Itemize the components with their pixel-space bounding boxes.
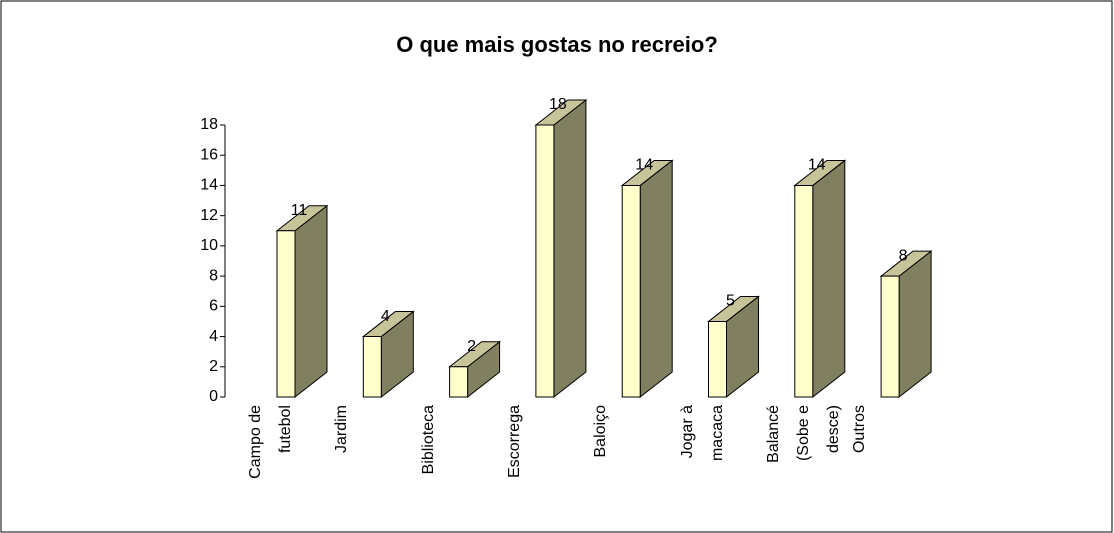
bar-side (553, 98, 587, 399)
bar-front (880, 275, 900, 398)
y-tick-label: 18 (200, 116, 218, 133)
data-label: 8 (899, 247, 908, 264)
x-tick-label: Campo de futebol (247, 405, 294, 479)
bar (620, 159, 674, 399)
bar-front (276, 230, 296, 398)
bar-front (708, 320, 727, 398)
x-tick-label: Outros (851, 405, 869, 454)
y-tick-label: 16 (200, 146, 218, 163)
data-label: 4 (381, 308, 390, 325)
bar (879, 250, 933, 399)
bar (707, 295, 760, 399)
x-tick-label: Balancé (Sobe e desce) (764, 405, 842, 463)
data-label: 11 (291, 202, 308, 219)
bar-side (639, 159, 673, 399)
bar-front (362, 336, 382, 398)
bar-front (535, 124, 555, 398)
x-tick-label: Jogar à macaca (678, 405, 726, 462)
data-label: 14 (808, 157, 826, 174)
bar-front (449, 366, 469, 398)
bar (361, 310, 415, 399)
bar-front (621, 184, 641, 398)
data-label: 18 (549, 96, 567, 113)
bar (448, 340, 502, 399)
bar-front (794, 184, 814, 398)
y-tick-label: 10 (200, 237, 218, 254)
data-label: 14 (635, 157, 653, 174)
x-tick-label: Baloiço (592, 405, 610, 458)
data-label: 2 (467, 338, 476, 355)
bar-side (812, 159, 846, 399)
bar-side (294, 204, 328, 399)
chart-title: O que mais gostas no recreio? (396, 32, 718, 57)
bar (534, 98, 588, 399)
x-tick-label: Jardim (333, 405, 351, 454)
y-tick-label: 2 (209, 358, 218, 375)
y-tick-label: 12 (200, 207, 218, 224)
y-tick-label: 0 (209, 388, 218, 405)
y-tick-label: 6 (209, 298, 218, 315)
y-tick-label: 14 (200, 177, 218, 194)
x-tick-label: Escorrega (505, 405, 523, 478)
y-tick-label: 8 (209, 267, 218, 284)
y-tick-label: 4 (209, 328, 218, 345)
bar (275, 204, 329, 399)
x-tick-label: Biblioteca (419, 405, 437, 475)
bar (793, 159, 847, 399)
data-label: 5 (726, 293, 735, 310)
